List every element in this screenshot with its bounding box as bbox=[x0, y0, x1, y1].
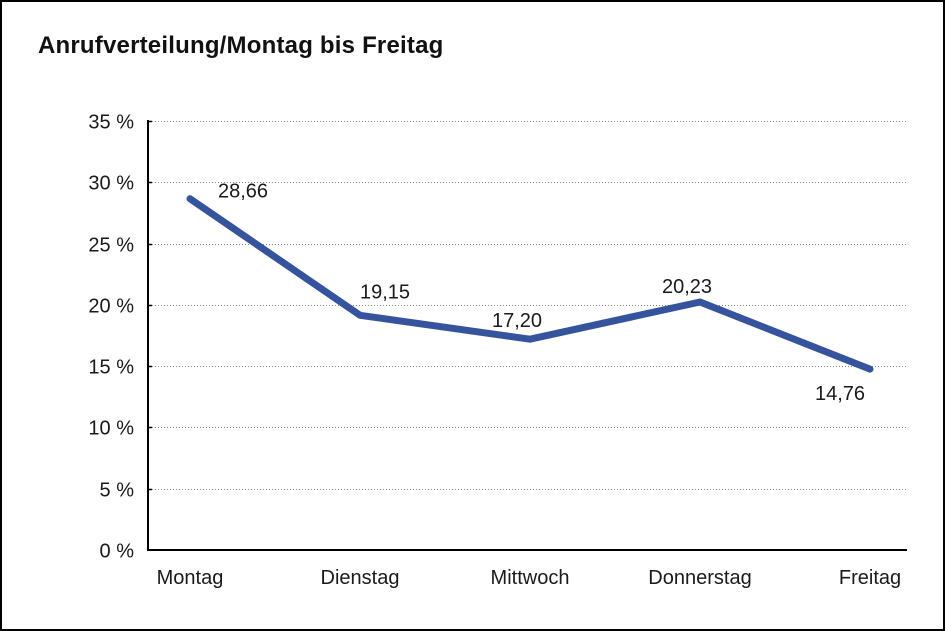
data-point-label: 19,15 bbox=[360, 281, 410, 303]
x-axis-label: Donnerstag bbox=[648, 567, 751, 589]
x-axis-label: Mittwoch bbox=[491, 567, 570, 589]
y-tick-label: 0 % bbox=[100, 541, 135, 563]
x-axis-label: Freitag bbox=[839, 567, 901, 589]
y-tick-label: 35 % bbox=[88, 112, 134, 134]
x-axis-label: Montag bbox=[157, 567, 224, 589]
y-tick-label: 5 % bbox=[100, 480, 135, 502]
data-point-label: 14,76 bbox=[815, 383, 865, 405]
y-tick-label: 30 % bbox=[88, 173, 134, 195]
data-point-label: 20,23 bbox=[662, 276, 712, 298]
y-tick-label: 15 % bbox=[88, 357, 134, 379]
y-tick-label: 25 % bbox=[88, 235, 134, 257]
data-point-label: 28,66 bbox=[218, 181, 268, 203]
data-point-label: 17,20 bbox=[492, 310, 542, 332]
series-line bbox=[186, 195, 874, 373]
y-tick-label: 20 % bbox=[88, 296, 134, 318]
chart-title: Anrufverteilung/Montag bis Freitag bbox=[38, 32, 444, 59]
y-tick-label: 10 % bbox=[88, 418, 134, 440]
x-axis-label: Dienstag bbox=[321, 567, 400, 589]
